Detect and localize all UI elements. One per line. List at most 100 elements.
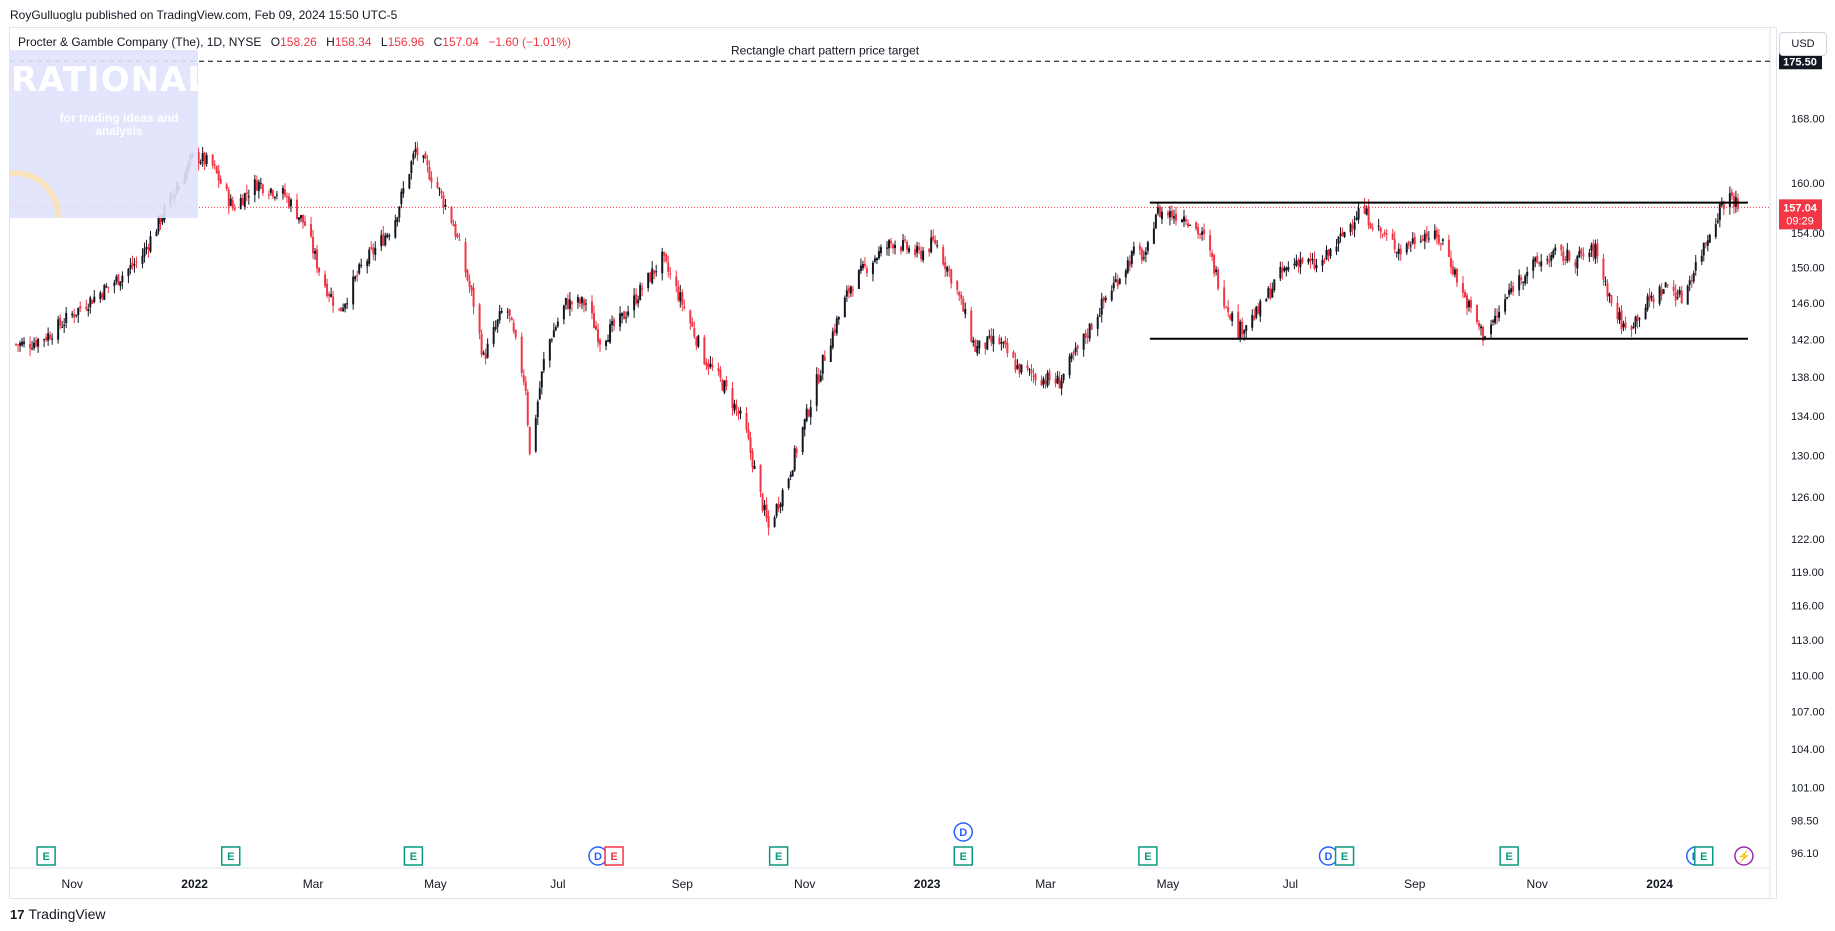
candle-body: [241, 198, 244, 206]
candle-body: [1026, 365, 1029, 369]
close-value: 157.04: [442, 35, 479, 49]
candle-body: [229, 198, 232, 206]
candle-body: [950, 269, 953, 284]
candle-body: [739, 410, 742, 414]
candle-body: [1608, 293, 1611, 296]
candle-body: [1130, 251, 1133, 264]
candle-body: [464, 242, 467, 273]
candle-body: [259, 183, 262, 185]
candle-body: [1644, 307, 1647, 320]
candle-body: [605, 340, 608, 347]
candle-body: [402, 188, 405, 194]
candle-body: [1407, 241, 1410, 246]
candle-body: [767, 515, 770, 528]
candle-body: [1524, 276, 1527, 284]
candle-body: [1381, 234, 1384, 236]
candle-body: [205, 155, 208, 165]
y-tick-label: 160.00: [1791, 178, 1825, 190]
candle-body: [1504, 299, 1507, 312]
candle-body: [1074, 347, 1077, 353]
candle-body: [1672, 286, 1675, 292]
candle-body: [1062, 373, 1065, 381]
candle-body: [1536, 255, 1539, 263]
close-label: C: [433, 35, 443, 49]
candle-body: [1554, 247, 1557, 251]
candle-body: [57, 319, 60, 340]
candle-body: [717, 368, 720, 372]
candle-body: [1708, 234, 1711, 243]
candle-body: [1367, 206, 1370, 226]
candle-body: [721, 379, 724, 391]
candle-body: [609, 324, 612, 343]
candle-body: [1152, 228, 1155, 244]
candle-body: [892, 244, 895, 249]
candle-body: [1520, 277, 1523, 281]
candle-body: [372, 247, 375, 254]
candle-body: [689, 310, 692, 324]
candle-body: [1596, 243, 1599, 257]
candle-body: [1267, 288, 1270, 298]
candle-body: [398, 206, 401, 218]
candle-body: [203, 152, 206, 165]
candle-body: [85, 306, 88, 310]
candle-body: [498, 311, 501, 321]
y-tick-label: 104.00: [1791, 744, 1825, 756]
candle-body: [338, 308, 341, 310]
candle-body: [1648, 294, 1651, 301]
candle-body: [594, 325, 597, 330]
tradingview-logo[interactable]: 17 TradingView: [10, 906, 106, 922]
candle-body: [819, 375, 822, 382]
candle-body: [386, 234, 389, 237]
y-tick-label: 119.00: [1791, 567, 1824, 579]
candle-body: [759, 464, 762, 493]
target-price-badge: [1779, 53, 1822, 70]
candle-body: [113, 282, 116, 286]
candle-body: [877, 251, 880, 259]
candle-body: [592, 313, 595, 329]
y-tick-label: 96.10: [1791, 848, 1819, 860]
candle-body: [412, 153, 415, 160]
candle-body: [1660, 289, 1663, 296]
symbol-legend: Procter & Gamble Company (The), 1D, NYSE…: [18, 35, 571, 49]
candle-body: [1718, 204, 1721, 221]
candle-body: [914, 248, 917, 256]
candle-body: [1225, 306, 1228, 308]
x-tick-label: May: [1157, 877, 1180, 891]
candle-body: [1257, 306, 1260, 314]
event-marker-label: ⚡: [1737, 850, 1751, 863]
candle-body: [1510, 288, 1513, 293]
candle-body: [454, 223, 457, 237]
currency-button[interactable]: USD: [1779, 32, 1827, 56]
candle-body: [908, 248, 911, 252]
publish-header: RoyGulluoglu published on TradingView.co…: [10, 8, 398, 22]
symbol-title[interactable]: Procter & Gamble Company (The), 1D, NYSE: [18, 35, 262, 49]
candle-body: [1478, 323, 1481, 327]
candle-body: [257, 181, 260, 192]
candle-body: [719, 369, 722, 378]
earnings-marker: [403, 846, 424, 866]
candle-body: [1453, 269, 1456, 275]
candle-body: [295, 199, 298, 219]
candle-body: [619, 313, 622, 327]
candle-body: [627, 311, 630, 316]
candle-body: [394, 220, 397, 238]
candle-body: [1285, 267, 1288, 271]
candle-body: [1732, 195, 1735, 208]
high-label: H: [326, 35, 335, 49]
candle-body: [1283, 267, 1286, 272]
candle-body: [312, 237, 315, 254]
candle-body: [1102, 297, 1105, 302]
candle-body: [354, 276, 357, 280]
y-tick-label: 130.00: [1791, 451, 1825, 463]
candle-body: [285, 196, 288, 198]
candle-body: [436, 182, 439, 188]
candle-body: [695, 337, 698, 346]
candle-body: [540, 371, 543, 388]
candle-body: [847, 288, 850, 293]
candle-body: [1447, 239, 1450, 257]
candle-body: [1293, 263, 1296, 266]
candle-body: [930, 237, 933, 253]
candle-body: [1058, 377, 1061, 389]
candle-body: [1618, 312, 1621, 321]
